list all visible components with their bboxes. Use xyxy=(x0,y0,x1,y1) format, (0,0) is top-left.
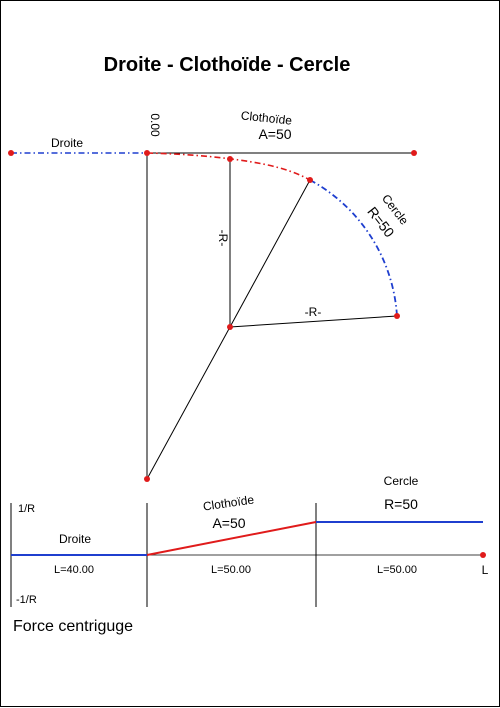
center-to-origin-line xyxy=(146,326,231,480)
point-center xyxy=(227,324,233,330)
point-arc-end xyxy=(394,313,400,319)
curv-len-cercle: L=50.00 xyxy=(377,564,417,576)
cercle-path xyxy=(309,179,398,317)
clothoide-param-label: A=50 xyxy=(258,126,291,142)
point-start-droite xyxy=(8,150,14,156)
curv-clothoide-line xyxy=(146,521,317,556)
point-clothoide-end xyxy=(227,156,233,162)
point-bottom xyxy=(144,476,150,482)
curv-len-droite: L=40.00 xyxy=(54,564,94,576)
curv-end-point xyxy=(480,552,486,558)
radius-horizontal-label: -R- xyxy=(305,305,322,319)
curv-cercle-param: R=50 xyxy=(384,496,418,512)
point-arc xyxy=(307,177,313,183)
point-origin xyxy=(144,150,150,156)
curv-cercle-label: Cercle xyxy=(384,474,419,488)
radius-vertical-label: -R- xyxy=(216,230,230,247)
point-tangent-end xyxy=(411,150,417,156)
radius-horizontal-line xyxy=(229,315,398,328)
clothoide-label: Clothoïde xyxy=(240,108,293,127)
radius-diagonal-line xyxy=(229,179,311,328)
droite-label: Droite xyxy=(51,136,83,150)
curv-axis-label: L xyxy=(482,563,489,577)
curv-bottom-label: -1/R xyxy=(16,594,37,606)
curv-clothoide-label: Clothoïde xyxy=(202,492,255,513)
diagram-title: Droite - Clothoïde - Cercle xyxy=(104,54,351,76)
curv-top-label: 1/R xyxy=(18,503,35,515)
curv-len-clothoide: L=50.00 xyxy=(211,564,251,576)
curv-droite-label: Droite xyxy=(59,532,91,546)
start-value-label: 0.00 xyxy=(148,113,162,137)
clothoide-path xyxy=(146,152,311,181)
force-caption: Force centriguge xyxy=(13,618,133,635)
curv-clothoide-param: A=50 xyxy=(212,515,245,531)
